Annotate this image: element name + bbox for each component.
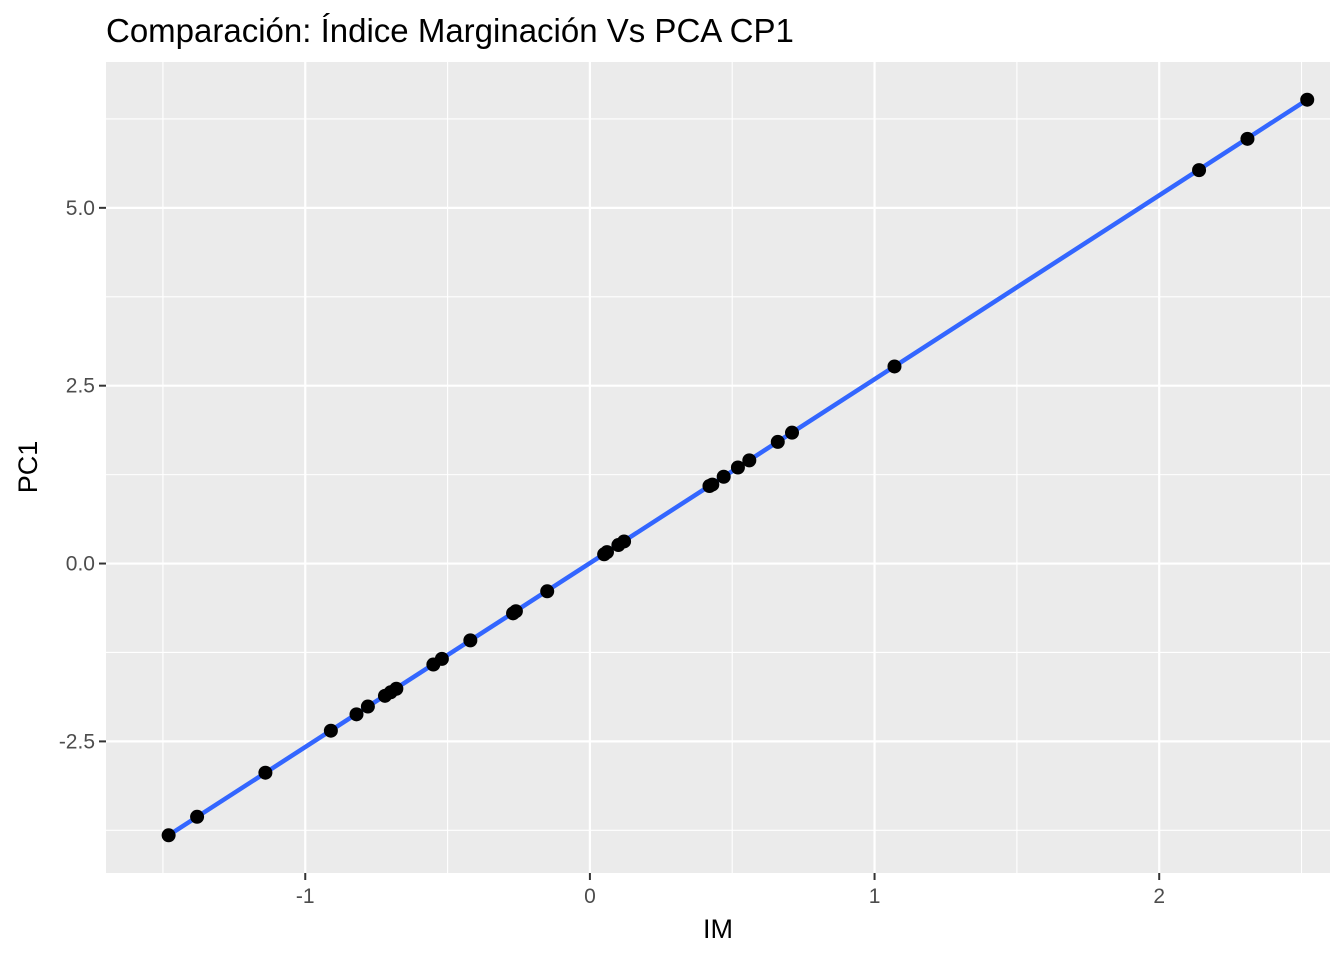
data-point [1300, 92, 1315, 107]
data-point [887, 359, 902, 374]
y-axis-title: PC1 [13, 441, 43, 494]
data-point [258, 765, 273, 780]
data-point [617, 534, 632, 549]
chart-title: Comparación: Índice Marginación Vs PCA C… [106, 12, 794, 49]
major-gridlines [106, 62, 1330, 873]
data-point [508, 604, 523, 619]
x-tick-label: 0 [584, 885, 596, 908]
data-point [770, 434, 785, 449]
data-point [349, 707, 364, 722]
data-point [161, 828, 176, 843]
data-point [730, 460, 745, 475]
x-axis-ticks: -1 0 1 2 [296, 873, 1165, 908]
data-point [742, 453, 757, 468]
plot-panel [106, 62, 1330, 873]
data-point [785, 425, 800, 440]
y-tick-label: 5.0 [66, 197, 95, 220]
data-point [705, 477, 720, 492]
data-point [1192, 163, 1207, 178]
data-point [434, 651, 449, 666]
y-axis-ticks: -2.5 0.0 2.5 5.0 [59, 197, 106, 753]
y-tick-label: 2.5 [66, 375, 95, 398]
points-group [161, 92, 1315, 843]
data-point [1240, 131, 1255, 146]
x-tick-label: 2 [1153, 885, 1165, 908]
data-point [540, 584, 555, 599]
data-point [323, 723, 338, 738]
x-tick-label: -1 [296, 885, 315, 908]
data-point [716, 469, 731, 484]
data-point [389, 681, 404, 696]
y-tick-label: -2.5 [59, 730, 95, 753]
x-axis-title: IM [703, 914, 733, 944]
data-point [463, 633, 478, 648]
y-tick-label: 0.0 [66, 553, 95, 576]
x-tick-label: 1 [869, 885, 881, 908]
minor-gridlines [106, 62, 1330, 873]
data-point [190, 809, 205, 824]
data-point [599, 545, 614, 560]
data-point [360, 699, 375, 714]
